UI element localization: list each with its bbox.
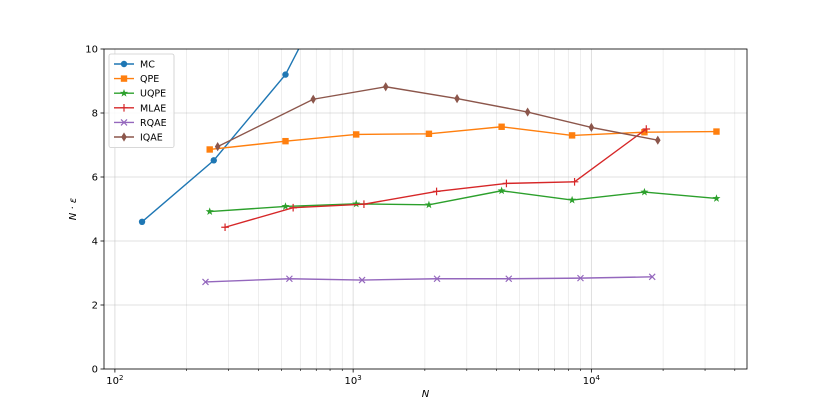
data-point-rqae [577, 274, 584, 282]
legend-label-rqae: RQAE [140, 118, 167, 129]
data-point-mlae [502, 179, 511, 188]
y-tick-label: 4 [92, 237, 98, 248]
legend-marker-qpe [120, 75, 128, 82]
data-point-iqae [588, 122, 595, 132]
data-point-uqpe [424, 200, 433, 209]
y-tick-label: 8 [92, 109, 98, 120]
legend-entry-iqae: IQAE [114, 132, 163, 144]
data-point-iqae [214, 142, 221, 152]
series-line-rqae [205, 276, 653, 283]
legend: MC QPE UQPE MLAE RQAE IQAE [108, 53, 175, 148]
data-point-iqae [382, 82, 389, 92]
data-point-iqae [454, 94, 460, 104]
series-rqae [202, 273, 656, 286]
series-line-mc [141, 49, 300, 223]
y-tick-label: 6 [92, 173, 98, 184]
data-point-uqpe [352, 199, 361, 208]
series-line-qpe [209, 126, 717, 151]
legend-marker-uqpe [120, 89, 128, 97]
data-point-rqae [505, 275, 513, 283]
data-point-qpe [206, 146, 213, 153]
data-point-mc [282, 71, 289, 78]
data-point-mc [210, 157, 217, 164]
y-tick-label: 2 [92, 301, 98, 312]
grid-lines [104, 48, 747, 370]
series-uqpe [205, 186, 721, 215]
legend-label-mlae: MLAE [140, 103, 166, 114]
data-point-qpe [282, 137, 289, 145]
legend-entry-mc: MC [114, 60, 155, 71]
data-point-uqpe [281, 202, 290, 210]
data-point-rqae [648, 273, 656, 281]
data-point-uqpe [497, 186, 506, 195]
legend-label-qpe: QPE [140, 74, 159, 85]
data-point-iqae [310, 94, 317, 104]
series-iqae [214, 82, 661, 152]
axis-ticks: 0 2 4 6 8 10 102 103 104 [85, 45, 736, 387]
legend-marker-mlae [120, 104, 128, 112]
data-point-mlae [432, 187, 441, 196]
legend-marker-iqae [121, 132, 127, 142]
data-point-mlae [642, 125, 651, 133]
data-point-rqae [433, 275, 441, 283]
data-point-iqae [524, 107, 531, 117]
series-mc [138, 27, 311, 225]
series-mlae [221, 125, 651, 232]
data-point-qpe [352, 131, 360, 138]
data-point-qpe [713, 128, 720, 135]
data-point-rqae [202, 278, 209, 286]
legend-entry-qpe: QPE [114, 74, 159, 85]
data-point-mlae [360, 200, 368, 208]
x-tick-label: 103 [345, 374, 362, 387]
legend-label-uqpe: UQPE [140, 89, 166, 100]
data-point-qpe [641, 129, 648, 136]
x-tick-label: 102 [106, 374, 123, 387]
data-point-qpe [568, 132, 576, 139]
data-point-uqpe [712, 194, 721, 202]
series-qpe [206, 123, 720, 153]
y-axis-label: N · ε [68, 197, 79, 220]
data-point-mc [138, 218, 146, 225]
data-point-uqpe [640, 187, 649, 196]
legend-entry-rqae: RQAE [114, 118, 167, 129]
legend-entry-uqpe: UQPE [114, 89, 166, 100]
data-point-rqae [285, 275, 293, 283]
data-point-mlae [289, 203, 297, 212]
data-point-uqpe [568, 195, 577, 204]
plot-frame [103, 48, 748, 370]
data-point-mlae [221, 223, 229, 232]
x-axis-label: N [422, 389, 430, 400]
data-point-rqae [358, 276, 366, 284]
series-line-uqpe [209, 190, 717, 213]
legend-marker-mc [120, 60, 128, 68]
data-point-qpe [425, 130, 433, 137]
legend-marker-rqae [120, 118, 128, 126]
legend-label-iqae: IQAE [140, 133, 163, 144]
data-point-iqae [654, 135, 661, 145]
legend-entry-mlae: MLAE [114, 103, 166, 114]
data-point-qpe [498, 123, 505, 130]
y-tick-label: 0 [92, 365, 98, 376]
data-point-mc [305, 27, 311, 33]
y-tick-label: 10 [85, 45, 98, 56]
data-point-mlae [570, 178, 579, 186]
series-group [138, 27, 721, 286]
x-tick-label: 104 [583, 374, 601, 387]
data-point-uqpe [205, 207, 214, 215]
legend-label-mc: MC [140, 60, 155, 71]
